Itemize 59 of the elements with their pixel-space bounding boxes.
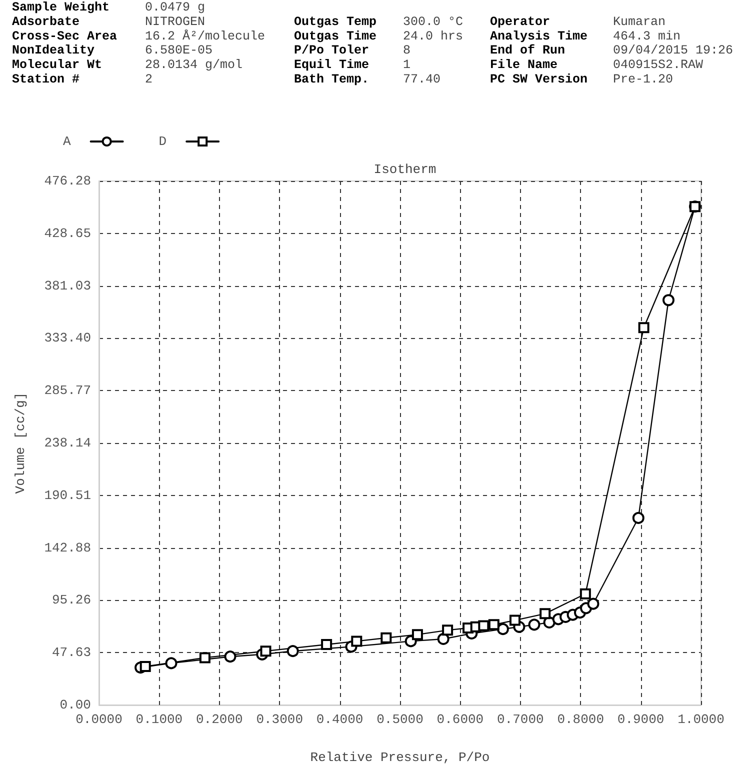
x-axis-title: Relative Pressure, P/Po <box>310 750 490 765</box>
text: 24.0 hrs <box>403 29 464 44</box>
y-tick-label: 142.88 <box>44 540 91 556</box>
text: Cross-Sec Area <box>12 29 118 44</box>
x-tick-label: 0.0000 <box>76 712 122 727</box>
legend-label: D <box>158 134 167 149</box>
y-tick-label: 47.63 <box>52 645 91 660</box>
text: Bath Temp. <box>294 72 370 86</box>
text: Station # <box>12 72 80 86</box>
text: 0.0479 g <box>145 0 206 14</box>
chart-title: Isotherm <box>374 162 436 177</box>
text: P/Po Toler <box>294 44 370 58</box>
y-tick-label: 95.26 <box>52 592 91 608</box>
text: NITROGEN <box>145 14 206 29</box>
text: 1 <box>403 58 411 72</box>
text: Outgas Temp <box>294 14 377 29</box>
x-tick-label: 0.7000 <box>496 712 544 727</box>
text: 28.0134 g/mol <box>145 58 243 72</box>
text: File Name <box>490 58 558 72</box>
text: PC SW Version <box>490 72 588 86</box>
y-tick-label: 285.77 <box>44 383 91 398</box>
text: 040915S2.RAW <box>613 58 704 72</box>
legend-label: A <box>62 134 71 149</box>
text: 77.40 <box>403 72 441 86</box>
text: NonIdeality <box>12 44 96 58</box>
x-tick-label: 0.1000 <box>136 712 183 727</box>
text: 6.580E-05 <box>145 44 213 58</box>
text: Adsorbate <box>12 14 80 29</box>
text: Molecular Wt <box>12 58 102 72</box>
y-tick-label: 428.65 <box>44 226 91 241</box>
x-tick-label: 0.4000 <box>316 712 364 727</box>
x-tick-label: 0.5000 <box>376 712 424 727</box>
x-tick-label: 0.2000 <box>196 712 243 727</box>
y-tick-label: 190.51 <box>44 488 92 503</box>
text: 09/04/2015 19:26 <box>613 44 734 58</box>
x-tick-label: 0.3000 <box>256 712 304 727</box>
x-tick-label: 0.8000 <box>557 712 604 727</box>
text: 8 <box>403 44 411 58</box>
x-tick-label: 0.6000 <box>436 712 484 727</box>
text: 16.2 Å²/molecule <box>145 29 266 44</box>
y-axis-title: Volume [cc/g] <box>13 392 28 494</box>
y-tick-label: 238.14 <box>44 436 92 450</box>
text: Outgas Time <box>294 29 377 44</box>
text: 464.3 min <box>613 29 681 44</box>
text: End of Run <box>490 44 566 58</box>
x-tick-label: 0.9000 <box>617 712 664 727</box>
text: Pre-1.20 <box>613 72 674 86</box>
x-tick-label: 1.0000 <box>678 712 724 727</box>
text: Equil Time <box>294 58 370 72</box>
y-tick-label: 476.28 <box>44 174 91 188</box>
text: Analysis Time <box>490 29 588 44</box>
y-tick-label: 333.40 <box>44 330 91 346</box>
text: Kumaran <box>613 14 666 29</box>
text: 300.0 °C <box>403 14 464 29</box>
text: 2 <box>145 72 153 86</box>
y-tick-label: 0.00 <box>60 698 91 712</box>
text: Sample Weight <box>12 0 110 14</box>
y-tick-label: 381.03 <box>44 278 91 294</box>
text: Operator <box>490 14 550 29</box>
